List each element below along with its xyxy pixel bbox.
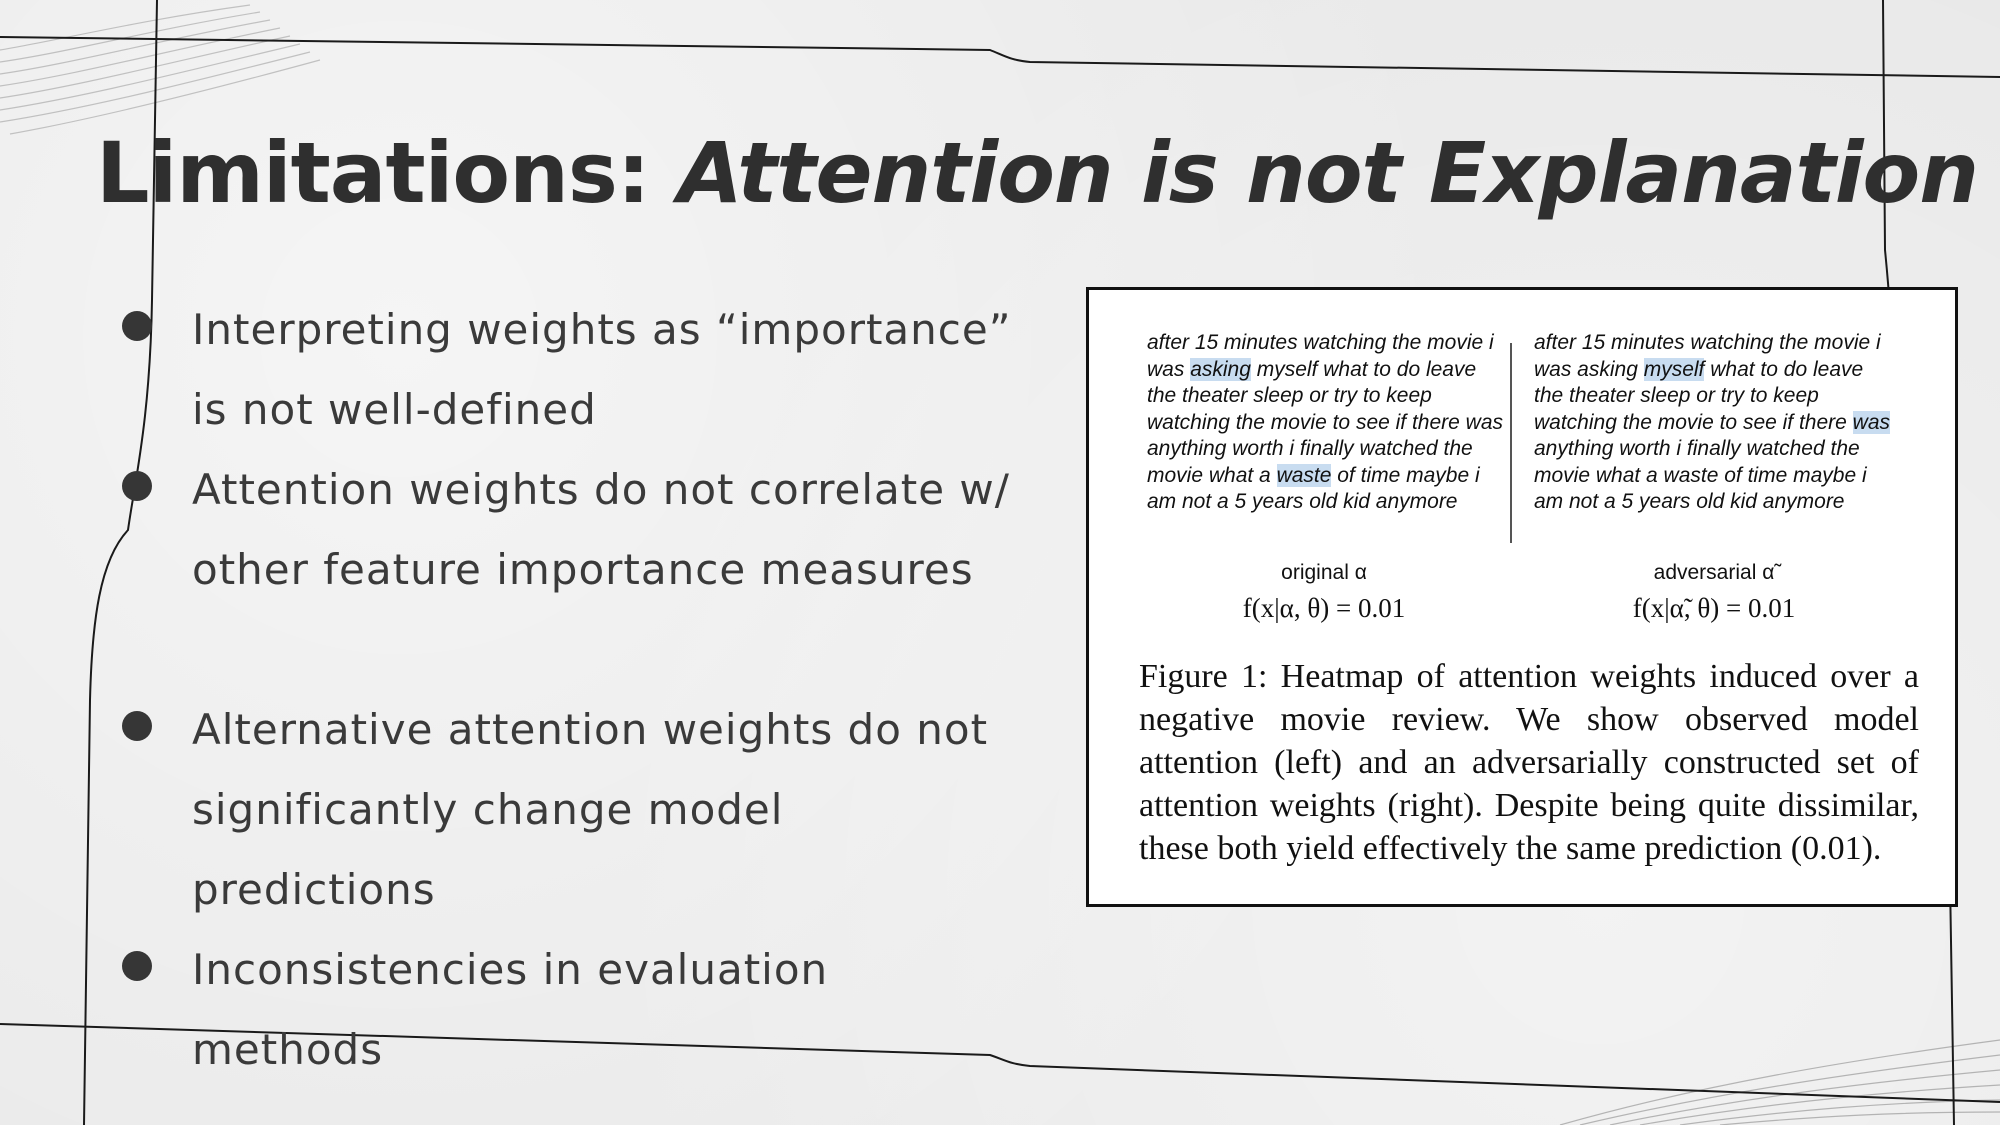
bullet-dot — [122, 711, 152, 741]
bullet-text: Alternative attention weights do not sig… — [192, 705, 989, 914]
bullet-text: Attention weights do not correlate w/ ot… — [192, 465, 1010, 594]
figure-image: after 15 minutes watching the movie i wa… — [1086, 287, 1958, 907]
adversarial-label: adversarial α̃ — [1653, 561, 1775, 584]
review-text: of time maybe i am not a 5 years old kid… — [1147, 463, 1480, 514]
bullet-dot — [122, 471, 152, 501]
adversarial-formula: f(x|α̃, θ) = 0.01 — [1632, 593, 1796, 623]
bullet-dot — [122, 951, 152, 981]
highlighted-word: was — [1852, 410, 1891, 434]
adversarial-attention-text: after 15 minutes watching the movie i wa… — [1534, 330, 1894, 516]
scribble-texture-top-left — [0, 4, 321, 135]
review-text: what to do leave the theater sleep or tr… — [1534, 357, 1864, 434]
review-text: after 15 minutes watching the movie i wa… — [1534, 331, 1881, 381]
panel-divider — [1510, 343, 1512, 543]
review-text: after 15 minutes watching the movie i wa… — [1147, 331, 1494, 381]
bullet-text: Interpreting weights as “importance” is … — [192, 305, 1012, 434]
title-plain: Limitations: — [96, 124, 678, 222]
highlighted-word: myself — [1643, 357, 1705, 381]
scribble-texture-bottom-right — [1559, 1039, 2000, 1125]
review-text: myself what to do leave the theater slee… — [1147, 357, 1504, 487]
bullet-text: Inconsistencies in evaluation methods — [192, 945, 829, 1074]
highlighted-word: waste — [1276, 463, 1332, 487]
title-italic: Attention is not Explanation — [677, 124, 1979, 222]
figure-caption: Figure 1: Heatmap of attention weights i… — [1139, 658, 1919, 867]
highlighted-word: asking — [1190, 357, 1251, 381]
slide-title: Limitations: Attention is not Explanatio… — [96, 118, 1979, 228]
review-text: anything worth i finally watched the mov… — [1534, 437, 1867, 513]
original-attention-text: after 15 minutes watching the movie i wa… — [1147, 330, 1507, 516]
bullet-dot — [122, 311, 152, 341]
original-label: original α — [1281, 561, 1367, 584]
original-formula: f(x|α, θ) = 0.01 — [1242, 593, 1406, 623]
